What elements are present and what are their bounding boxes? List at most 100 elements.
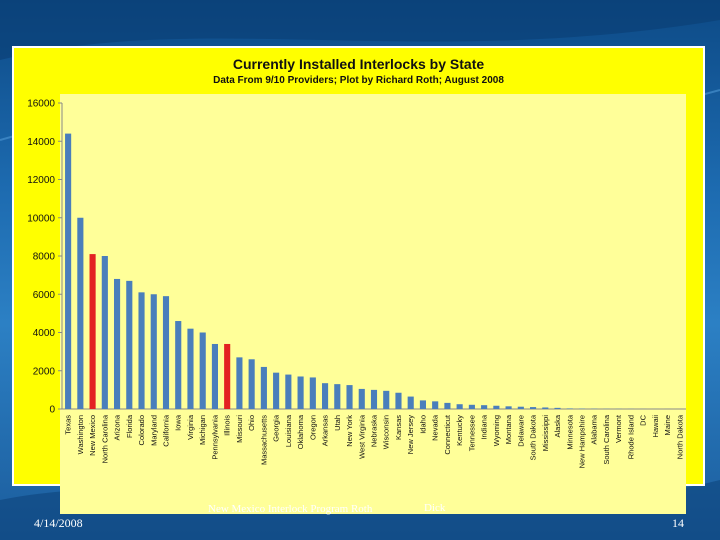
y-tick-label: 10000 bbox=[27, 213, 55, 224]
x-tick-label: Nebraska bbox=[370, 414, 379, 447]
x-tick-label: Arizona bbox=[113, 414, 122, 440]
bar-delaware bbox=[517, 406, 524, 409]
x-tick-label: Pennsylvania bbox=[210, 414, 219, 459]
x-tick-label: California bbox=[162, 414, 171, 447]
x-tick-label: North Dakota bbox=[675, 414, 684, 459]
bar-tennessee bbox=[468, 404, 475, 409]
bar-wyoming bbox=[493, 405, 500, 409]
x-tick-label: South Carolina bbox=[602, 414, 611, 464]
x-tick-label: Delaware bbox=[516, 415, 525, 447]
x-tick-label: Arkansas bbox=[321, 415, 330, 447]
y-tick-label: 12000 bbox=[27, 175, 55, 186]
footer-title: New Mexico Interlock Program Roth bbox=[208, 503, 373, 515]
x-tick-label: Iowa bbox=[174, 414, 183, 431]
x-tick-label: Maine bbox=[663, 415, 672, 435]
bar-alaska bbox=[554, 407, 561, 409]
x-tick-label: Missouri bbox=[235, 415, 244, 443]
footer-page-number: 14 bbox=[672, 516, 684, 530]
x-tick-label: Texas bbox=[64, 415, 73, 435]
bar-illinois bbox=[224, 343, 231, 409]
bar-south-dakota bbox=[530, 407, 537, 409]
x-tick-label: Illinois bbox=[223, 415, 232, 436]
bar-iowa bbox=[175, 321, 182, 409]
bar-colorado bbox=[138, 292, 145, 409]
bar-nebraska bbox=[370, 389, 378, 409]
x-tick-label: Utah bbox=[333, 415, 342, 431]
bar-oklahoma bbox=[297, 376, 304, 409]
x-tick-label: Oregon bbox=[308, 415, 317, 440]
x-tick-label: Minnesota bbox=[565, 414, 574, 449]
bar-oregon bbox=[309, 377, 316, 409]
bar-louisiana bbox=[285, 374, 292, 409]
footer-author: Dick bbox=[424, 502, 446, 514]
bar-massachusetts bbox=[260, 366, 267, 409]
x-tick-label: DC bbox=[639, 414, 648, 425]
y-tick-label: 8000 bbox=[33, 252, 56, 263]
x-tick-label: Montana bbox=[504, 414, 513, 444]
chart-subtitle: Data From 9/10 Providers; Plot by Richar… bbox=[213, 75, 504, 86]
x-tick-label: Washington bbox=[76, 415, 85, 454]
y-tick-label: 14000 bbox=[27, 137, 55, 148]
x-tick-label: Wyoming bbox=[492, 415, 501, 446]
x-tick-label: North Carolina bbox=[100, 414, 109, 463]
x-tick-label: Hawaii bbox=[651, 415, 660, 438]
bar-nevada bbox=[432, 401, 439, 409]
bar-kansas bbox=[395, 392, 402, 409]
x-tick-label: Florida bbox=[125, 414, 134, 438]
x-tick-label: Maryland bbox=[149, 415, 158, 446]
bar-mississippi bbox=[542, 407, 549, 409]
x-tick-label: Oklahoma bbox=[296, 414, 305, 449]
x-tick-label: Georgia bbox=[272, 414, 281, 442]
bar-minnesota bbox=[566, 408, 573, 409]
chart-title: Currently Installed Interlocks by State bbox=[232, 56, 485, 72]
y-tick-label: 16000 bbox=[27, 99, 55, 110]
bar-montana bbox=[505, 406, 512, 409]
bar-arizona bbox=[114, 278, 121, 409]
bar-new-york bbox=[346, 385, 353, 409]
chart-frame: Currently Installed Interlocks by State … bbox=[12, 46, 705, 514]
x-tick-label: West Virginia bbox=[357, 414, 366, 459]
y-tick-label: 6000 bbox=[33, 290, 56, 301]
bar-florida bbox=[126, 280, 133, 409]
x-tick-label: Alabama bbox=[590, 414, 599, 444]
x-tick-label: Louisiana bbox=[284, 414, 293, 447]
x-tick-label: Wisconsin bbox=[382, 415, 391, 449]
bar-connecticut bbox=[444, 402, 451, 409]
x-tick-label: New Mexico bbox=[88, 415, 97, 456]
x-tick-label: New Hampshire bbox=[578, 415, 587, 468]
bar-texas bbox=[65, 133, 72, 409]
x-tick-label: Mississippi bbox=[541, 415, 550, 452]
x-tick-label: Michigan bbox=[198, 415, 207, 445]
bar-wisconsin bbox=[383, 390, 390, 409]
x-tick-label: Vermont bbox=[614, 414, 623, 443]
x-tick-label: Nevada bbox=[431, 414, 440, 441]
bar-pennsylvania bbox=[211, 343, 218, 409]
bar-missouri bbox=[236, 357, 243, 409]
x-tick-label: New York bbox=[345, 415, 354, 447]
x-tick-label: Ohio bbox=[247, 415, 256, 431]
bar-chart: 0 2000 4000 6000 8000 10000 12000 14000 16000 Tex… bbox=[27, 99, 686, 468]
bar-utah bbox=[334, 384, 341, 409]
y-tick-label: 2000 bbox=[33, 366, 56, 377]
x-tick-label: New Jersey bbox=[406, 415, 415, 454]
bar-maryland bbox=[150, 294, 157, 409]
bar-west-virginia bbox=[358, 388, 365, 409]
bar-ohio bbox=[248, 359, 255, 409]
bar-kentucky bbox=[456, 404, 463, 409]
x-tick-label: Kansas bbox=[394, 415, 403, 440]
x-tick-label: South Dakota bbox=[529, 414, 538, 460]
bar-virginia bbox=[187, 328, 194, 409]
x-tick-label: Kentucky bbox=[455, 415, 464, 446]
bar-north-carolina bbox=[101, 256, 108, 409]
bar-arkansas bbox=[322, 383, 329, 409]
x-tick-label: Rhode Island bbox=[626, 415, 635, 459]
x-tick-label: Indiana bbox=[480, 414, 489, 439]
bar-georgia bbox=[273, 372, 280, 409]
y-tick-label: 0 bbox=[49, 405, 55, 416]
x-tick-label: Tennessee bbox=[467, 415, 476, 451]
y-tick-label: 4000 bbox=[33, 328, 56, 339]
footer-date: 4/14/2008 bbox=[34, 516, 83, 530]
bar-michigan bbox=[199, 332, 206, 409]
bar-washington bbox=[77, 217, 84, 409]
bar-california bbox=[162, 296, 170, 409]
